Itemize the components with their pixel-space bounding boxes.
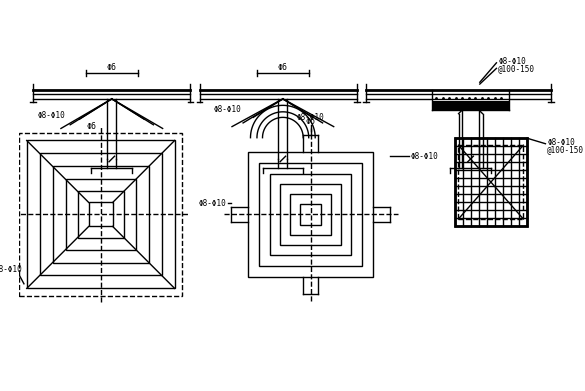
Text: Φ6: Φ6 xyxy=(87,122,97,131)
Text: Φ8-Φ10: Φ8-Φ10 xyxy=(214,106,241,115)
Text: Φ6: Φ6 xyxy=(107,63,117,72)
Bar xyxy=(247,152,373,277)
Bar xyxy=(459,145,524,219)
Text: @100-150: @100-150 xyxy=(548,145,584,154)
Bar xyxy=(280,184,341,245)
Bar xyxy=(19,133,182,296)
Text: Φ8-Φ10: Φ8-Φ10 xyxy=(411,152,438,161)
Text: Φ8-Φ10: Φ8-Φ10 xyxy=(199,199,226,208)
Text: Φ8-Φ10: Φ8-Φ10 xyxy=(297,113,325,122)
Text: Φ6: Φ6 xyxy=(305,117,315,127)
Text: @100-150: @100-150 xyxy=(498,64,535,73)
Text: Φ8-Φ10: Φ8-Φ10 xyxy=(0,265,22,274)
Text: Φ8-Φ10: Φ8-Φ10 xyxy=(498,57,526,66)
Bar xyxy=(259,163,362,266)
Bar xyxy=(270,174,351,255)
Bar xyxy=(455,138,527,226)
Bar xyxy=(53,167,149,262)
Text: Φ8-Φ10: Φ8-Φ10 xyxy=(548,138,575,147)
Bar xyxy=(78,191,124,238)
Text: Φ6: Φ6 xyxy=(278,63,288,72)
Bar xyxy=(433,101,510,110)
Bar xyxy=(66,179,136,249)
Bar xyxy=(301,204,321,224)
Bar xyxy=(290,194,331,235)
Bar xyxy=(40,153,161,276)
Text: Φ8-Φ10: Φ8-Φ10 xyxy=(38,111,66,120)
Bar xyxy=(27,140,175,289)
Bar xyxy=(89,203,113,226)
